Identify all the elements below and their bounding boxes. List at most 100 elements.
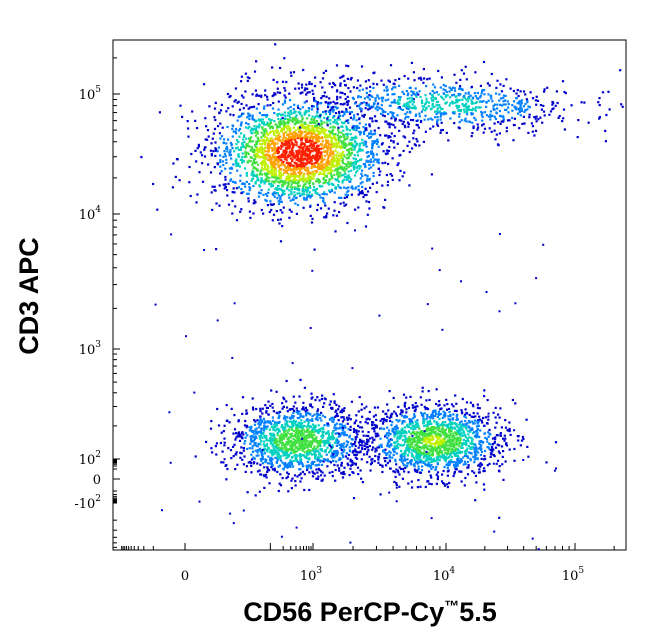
event-dot [284, 154, 287, 157]
event-dot [329, 167, 332, 170]
event-dot [278, 446, 281, 449]
event-dot [440, 107, 443, 110]
event-dot [402, 149, 405, 152]
event-dot [331, 416, 334, 419]
event-dot [326, 139, 329, 142]
event-dot [263, 434, 266, 437]
event-dot [334, 432, 337, 435]
event-dot [490, 130, 493, 133]
event-dot [359, 469, 362, 472]
event-dot [360, 426, 364, 429]
event-dot [274, 456, 277, 459]
event-dot [402, 120, 405, 123]
event-dot [341, 420, 345, 423]
event-dot [219, 109, 223, 112]
event-dot [309, 162, 312, 165]
event-dot [341, 408, 344, 411]
event-dot [320, 120, 323, 124]
event-dot [267, 158, 270, 161]
event-dot [285, 464, 289, 467]
event-dot [281, 173, 285, 176]
event-dot [407, 92, 410, 95]
event-dot [296, 121, 300, 124]
event-dot [474, 95, 477, 98]
event-dot [408, 184, 411, 187]
event-dot [394, 101, 397, 104]
event-dot [292, 423, 295, 426]
event-dot [352, 164, 355, 167]
event-dot [361, 138, 364, 141]
event-dot [389, 64, 393, 67]
event-dot [387, 98, 390, 101]
event-dot [515, 106, 518, 109]
event-dot [214, 154, 217, 157]
event-dot [253, 148, 256, 151]
event-dot [388, 80, 391, 83]
event-dot [359, 158, 362, 161]
event-dot [338, 186, 341, 189]
event-dot [241, 437, 244, 440]
event-dot [251, 447, 254, 450]
event-dot [414, 426, 417, 429]
event-dot [316, 106, 319, 109]
event-dot [266, 468, 269, 471]
event-dot [208, 105, 211, 108]
event-dot [337, 408, 340, 411]
event-dot [324, 450, 327, 453]
event-dot [309, 403, 312, 406]
event-dot [287, 179, 291, 182]
event-dot [242, 135, 246, 138]
event-dot [408, 150, 411, 154]
event-dot [358, 89, 361, 92]
event-dot [244, 72, 247, 75]
event-dot [313, 413, 316, 416]
event-dot [336, 432, 339, 435]
event-dot [324, 101, 327, 104]
event-dot [326, 146, 329, 149]
event-dot [372, 105, 375, 108]
event-dot [459, 85, 462, 88]
event-dot [311, 436, 314, 440]
event-dot [316, 458, 319, 461]
event-dot [189, 194, 192, 198]
event-dot [441, 108, 444, 111]
event-dot [230, 457, 233, 460]
event-dot [328, 178, 331, 181]
event-dot [494, 446, 498, 449]
event-dot [357, 410, 360, 413]
event-dot [337, 196, 341, 199]
event-dot [436, 120, 439, 123]
event-dot [271, 451, 274, 454]
event-dot [264, 180, 267, 183]
event-dot [276, 197, 279, 200]
event-dot [576, 136, 579, 139]
event-dot [294, 433, 297, 436]
event-dot [292, 198, 295, 201]
event-dot [325, 161, 328, 164]
event-dot [340, 461, 343, 464]
event-dot [226, 125, 229, 129]
event-dot [284, 424, 287, 427]
event-dot [329, 149, 332, 152]
event-dot [333, 401, 336, 405]
event-dot [277, 421, 280, 424]
event-dot [471, 109, 474, 112]
event-dot [328, 418, 331, 421]
event-dot [329, 113, 332, 116]
event-dot [250, 173, 253, 176]
event-dot [274, 148, 277, 151]
event-dot [227, 203, 231, 206]
event-dot [312, 471, 315, 475]
event-dot [297, 164, 300, 167]
event-dot [263, 141, 266, 144]
event-dot [256, 173, 259, 176]
event-dot [306, 450, 309, 453]
event-dot [330, 143, 333, 146]
event-dot [311, 406, 314, 409]
event-dot [274, 429, 277, 432]
event-dot [245, 172, 248, 175]
event-dot [270, 182, 273, 185]
event-dot [453, 87, 456, 90]
event-dot [298, 189, 301, 192]
event-dot [463, 108, 466, 111]
